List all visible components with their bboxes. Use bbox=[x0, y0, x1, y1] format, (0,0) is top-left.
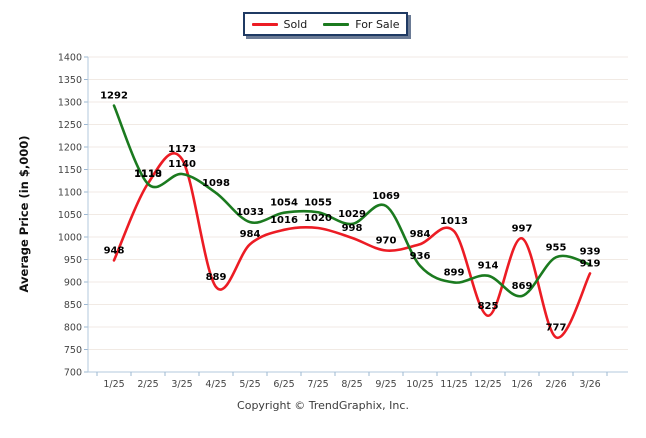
y-tick-label: 850 bbox=[64, 300, 82, 311]
data-label-for-sale: 1033 bbox=[236, 207, 264, 218]
data-label-sold: 998 bbox=[342, 223, 363, 234]
x-tick-label: 9/25 bbox=[375, 379, 396, 390]
data-label-sold: 919 bbox=[580, 258, 601, 269]
data-label-for-sale: 1054 bbox=[270, 198, 298, 209]
y-tick-label: 700 bbox=[64, 368, 82, 379]
data-label-sold: 1013 bbox=[440, 216, 468, 227]
y-tick-label: 750 bbox=[64, 345, 82, 356]
data-label-for-sale: 869 bbox=[512, 281, 533, 292]
data-label-sold: 1020 bbox=[304, 213, 332, 224]
data-label-for-sale: 936 bbox=[410, 251, 431, 262]
x-tick-label: 11/25 bbox=[440, 379, 467, 390]
y-tick-label: 1250 bbox=[58, 120, 82, 131]
y-tick-label: 1200 bbox=[58, 143, 82, 154]
legend-item-sold: Sold bbox=[251, 17, 308, 31]
x-tick-label: 1/26 bbox=[511, 379, 532, 390]
data-label-sold: 997 bbox=[512, 223, 533, 234]
x-tick-label: 4/25 bbox=[205, 379, 226, 390]
y-tick-label: 1050 bbox=[58, 210, 82, 221]
y-tick-label: 1300 bbox=[58, 98, 82, 109]
for-sale-line bbox=[112, 104, 592, 298]
y-tick-label: 950 bbox=[64, 255, 82, 266]
data-label-for-sale: 1055 bbox=[304, 197, 332, 208]
for-sale-line-swatch-icon bbox=[323, 22, 350, 26]
data-label-sold: 1119 bbox=[134, 168, 162, 179]
sold-line-swatch-icon bbox=[251, 22, 278, 26]
y-tick-label: 1350 bbox=[58, 75, 82, 86]
legend-item-for-sale: For Sale bbox=[323, 17, 400, 31]
data-label-sold: 984 bbox=[410, 229, 431, 240]
data-label-for-sale: 1118 bbox=[134, 169, 162, 180]
x-tick-label: 5/25 bbox=[239, 379, 260, 390]
data-label-sold: 984 bbox=[240, 229, 261, 240]
copyright-text: Copyright © TrendGraphix, Inc. bbox=[237, 399, 409, 412]
x-tick-label: 3/26 bbox=[579, 379, 600, 390]
data-label-sold: 948 bbox=[104, 245, 125, 256]
data-label-for-sale: 1029 bbox=[338, 209, 366, 220]
x-tick-label: 10/25 bbox=[406, 379, 433, 390]
data-label-for-sale: 1292 bbox=[100, 91, 128, 102]
x-tick-label: 6/25 bbox=[273, 379, 294, 390]
data-label-for-sale: 1098 bbox=[202, 178, 230, 189]
x-tick-label: 12/25 bbox=[474, 379, 501, 390]
x-tick-label: 8/25 bbox=[341, 379, 362, 390]
y-tick-label: 1150 bbox=[58, 165, 82, 176]
x-tick-label: 7/25 bbox=[307, 379, 328, 390]
y-tick-label: 1000 bbox=[58, 233, 82, 244]
legend-label-sold: Sold bbox=[283, 17, 308, 31]
data-label-sold: 970 bbox=[376, 236, 397, 247]
x-tick-label: 3/25 bbox=[171, 379, 192, 390]
x-tick-label: 2/25 bbox=[137, 379, 158, 390]
data-label-for-sale: 939 bbox=[580, 246, 601, 257]
data-label-sold: 825 bbox=[478, 301, 499, 312]
data-label-sold: 1016 bbox=[270, 215, 298, 226]
chart-legend: Sold For Sale bbox=[243, 12, 408, 36]
data-label-for-sale: 899 bbox=[444, 267, 465, 278]
data-label-sold: 889 bbox=[206, 272, 227, 283]
data-label-for-sale: 1069 bbox=[372, 191, 400, 202]
y-tick-label: 900 bbox=[64, 278, 82, 289]
y-tick-label: 1100 bbox=[58, 188, 82, 199]
data-label-sold: 777 bbox=[546, 322, 567, 333]
data-label-sold: 1173 bbox=[168, 144, 196, 155]
y-tick-label: 800 bbox=[64, 323, 82, 334]
data-label-for-sale: 914 bbox=[478, 261, 499, 272]
data-label-for-sale: 955 bbox=[546, 242, 567, 253]
data-label-for-sale: 1140 bbox=[168, 159, 196, 170]
x-tick-label: 2/26 bbox=[545, 379, 566, 390]
legend-label-for-sale: For Sale bbox=[355, 17, 400, 31]
y-tick-label: 1400 bbox=[58, 53, 82, 64]
x-tick-label: 1/25 bbox=[103, 379, 124, 390]
sold-line bbox=[112, 152, 592, 339]
